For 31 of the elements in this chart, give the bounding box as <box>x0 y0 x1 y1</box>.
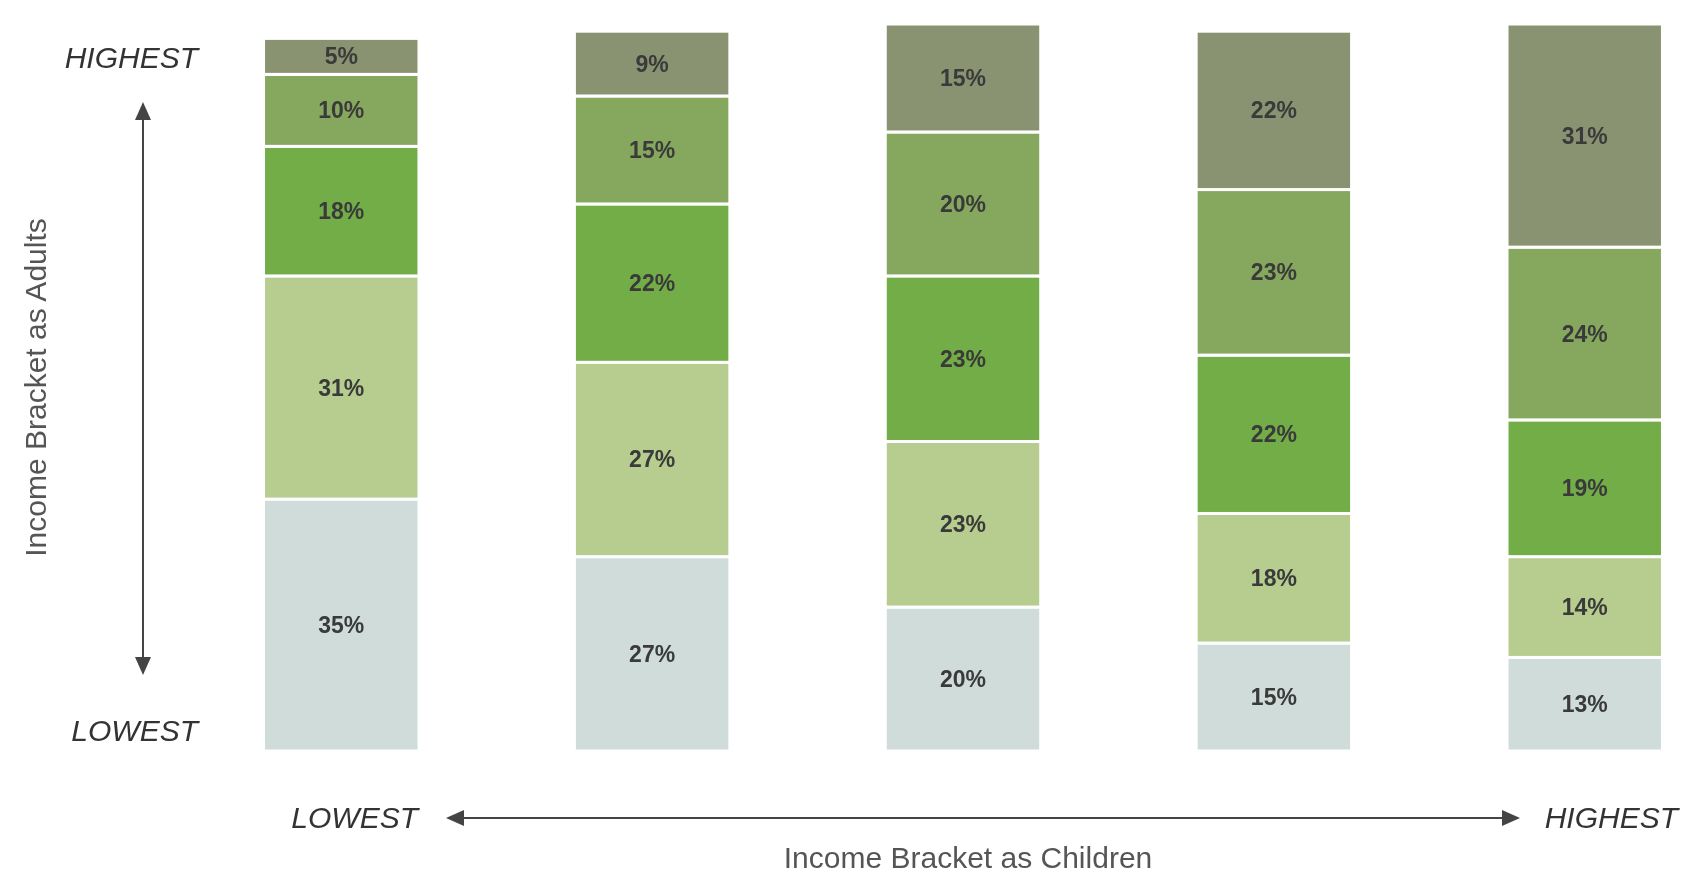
data-label: 20% <box>939 666 987 693</box>
data-label: 15% <box>629 136 676 163</box>
data-label: 24% <box>1561 320 1608 347</box>
annotation: HIGHEST <box>64 41 201 75</box>
data-label: 23% <box>1250 259 1297 286</box>
data-label: 27% <box>629 640 676 667</box>
data-label: 22% <box>1250 97 1297 124</box>
data-label: 5% <box>324 43 358 70</box>
data-label: 22% <box>629 270 676 297</box>
y-axis-title: Income Bracket as Adults <box>19 218 52 557</box>
data-label: 35% <box>318 612 365 639</box>
data-label: 9% <box>635 50 669 77</box>
data-label: 15% <box>1250 684 1297 711</box>
data-label: 22% <box>1250 421 1297 448</box>
data-label: 23% <box>939 511 987 538</box>
data-label: 13% <box>1561 691 1608 718</box>
annotation: LOWEST <box>71 714 201 747</box>
data-label: 27% <box>629 446 676 473</box>
data-label: 31% <box>318 374 365 401</box>
text: LOWEST <box>291 801 421 834</box>
text: HIGHEST <box>1544 801 1681 834</box>
data-label: 19% <box>1561 475 1608 502</box>
data-label: 10% <box>318 97 365 124</box>
data-label: 14% <box>1561 594 1608 621</box>
data-label: 18% <box>1250 565 1297 592</box>
data-label: 23% <box>939 345 987 372</box>
data-label: 20% <box>939 190 987 217</box>
x-axis-title: Income Bracket as Children <box>783 841 1153 874</box>
data-label: 31% <box>1561 122 1608 149</box>
data-label: 18% <box>318 198 365 225</box>
data-label: 15% <box>939 64 987 91</box>
